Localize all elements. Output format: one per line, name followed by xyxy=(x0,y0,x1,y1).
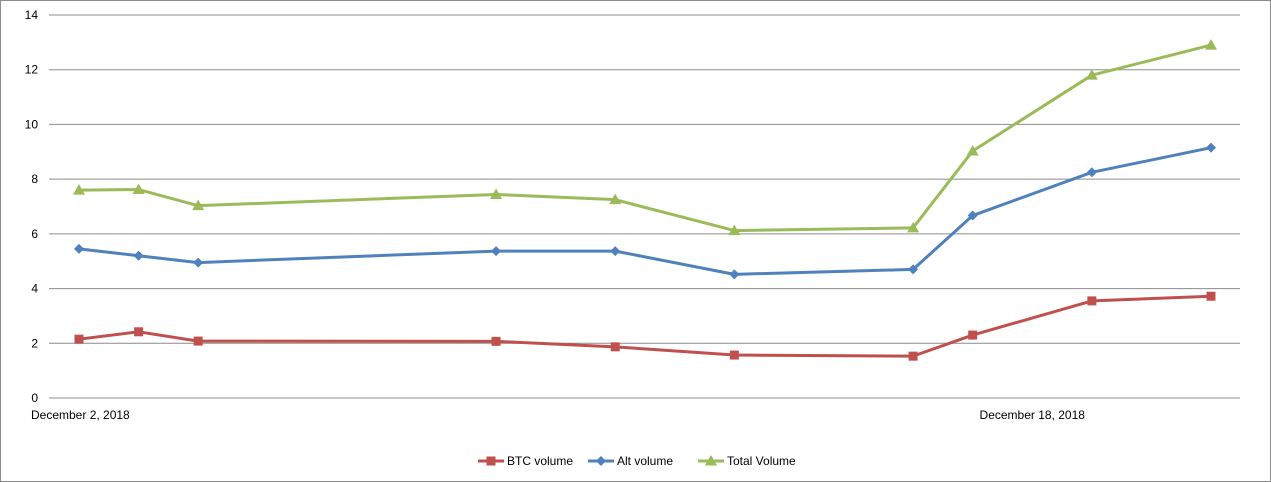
alt-volume-point xyxy=(491,246,502,257)
btc-volume-point xyxy=(729,350,739,360)
series-lines xyxy=(73,39,1217,361)
alt-volume-point xyxy=(1086,167,1097,178)
y-tick-label: 10 xyxy=(25,117,39,131)
total-volume-point xyxy=(132,183,145,195)
alt-volume-series xyxy=(74,142,1216,280)
alt-volume-line xyxy=(78,146,1212,276)
y-tick-label: 0 xyxy=(31,391,38,405)
alt-volume-point xyxy=(729,269,740,280)
btc-volume-point xyxy=(134,327,144,337)
x-tick-label: December 2, 2018 xyxy=(31,408,130,422)
btc-volume-point xyxy=(491,336,501,346)
legend-item-btc-volume: BTC volume xyxy=(478,454,573,468)
btc-volume-point xyxy=(610,342,620,352)
legend-item-alt-volume: Alt volume xyxy=(588,454,673,468)
total-volume-point xyxy=(1085,69,1098,80)
legend-item-total-volume: Total Volume xyxy=(698,454,796,468)
btc-volume-point xyxy=(968,330,978,340)
alt-volume-point xyxy=(1206,142,1216,153)
x-tick-label: December 18, 2018 xyxy=(980,408,1086,422)
btc-volume-point xyxy=(1206,291,1216,301)
total-volume-point xyxy=(728,224,741,236)
total-volume-point xyxy=(192,199,205,211)
x-axis-tick-labels: December 2, 2018 December 18, 2018 xyxy=(31,408,1085,422)
alt-volume-point xyxy=(133,250,144,261)
y-tick-label: 2 xyxy=(31,336,38,350)
y-tick-label: 8 xyxy=(31,172,38,186)
alt-volume-point xyxy=(193,257,204,268)
btc-volume-series xyxy=(74,291,1216,361)
total-volume-point xyxy=(966,144,979,156)
y-tick-label: 14 xyxy=(25,8,39,22)
y-axis-tick-labels: 0 2 4 6 8 10 12 14 xyxy=(25,8,39,405)
legend-marker xyxy=(486,456,496,466)
gridlines xyxy=(49,14,1240,399)
y-tick-label: 4 xyxy=(31,282,38,296)
y-tick-label: 12 xyxy=(25,63,39,77)
alt-volume-point xyxy=(610,246,621,257)
legend-marker xyxy=(705,455,717,466)
legend-label: Alt volume xyxy=(617,454,673,468)
total-volume-point xyxy=(490,188,503,199)
legend-marker xyxy=(596,456,606,466)
total-volume-series xyxy=(73,39,1217,236)
total-volume-point xyxy=(1205,39,1217,50)
total-volume-point xyxy=(609,193,622,205)
btc-volume-line xyxy=(78,294,1212,358)
alt-volume-point xyxy=(967,210,978,221)
btc-volume-point xyxy=(193,336,203,346)
alt-volume-point xyxy=(908,264,919,275)
y-tick-label: 6 xyxy=(31,227,38,241)
total-volume-point xyxy=(907,221,920,233)
btc-volume-point xyxy=(908,351,918,361)
btc-volume-point xyxy=(1087,296,1097,306)
total-volume-point xyxy=(73,184,85,195)
btc-volume-point xyxy=(74,334,84,344)
alt-volume-point xyxy=(74,243,84,254)
legend: BTC volume Alt volume Total Volume xyxy=(478,454,796,468)
legend-label: Total Volume xyxy=(727,454,796,468)
total-volume-line xyxy=(78,43,1212,233)
legend-label: BTC volume xyxy=(507,454,573,468)
